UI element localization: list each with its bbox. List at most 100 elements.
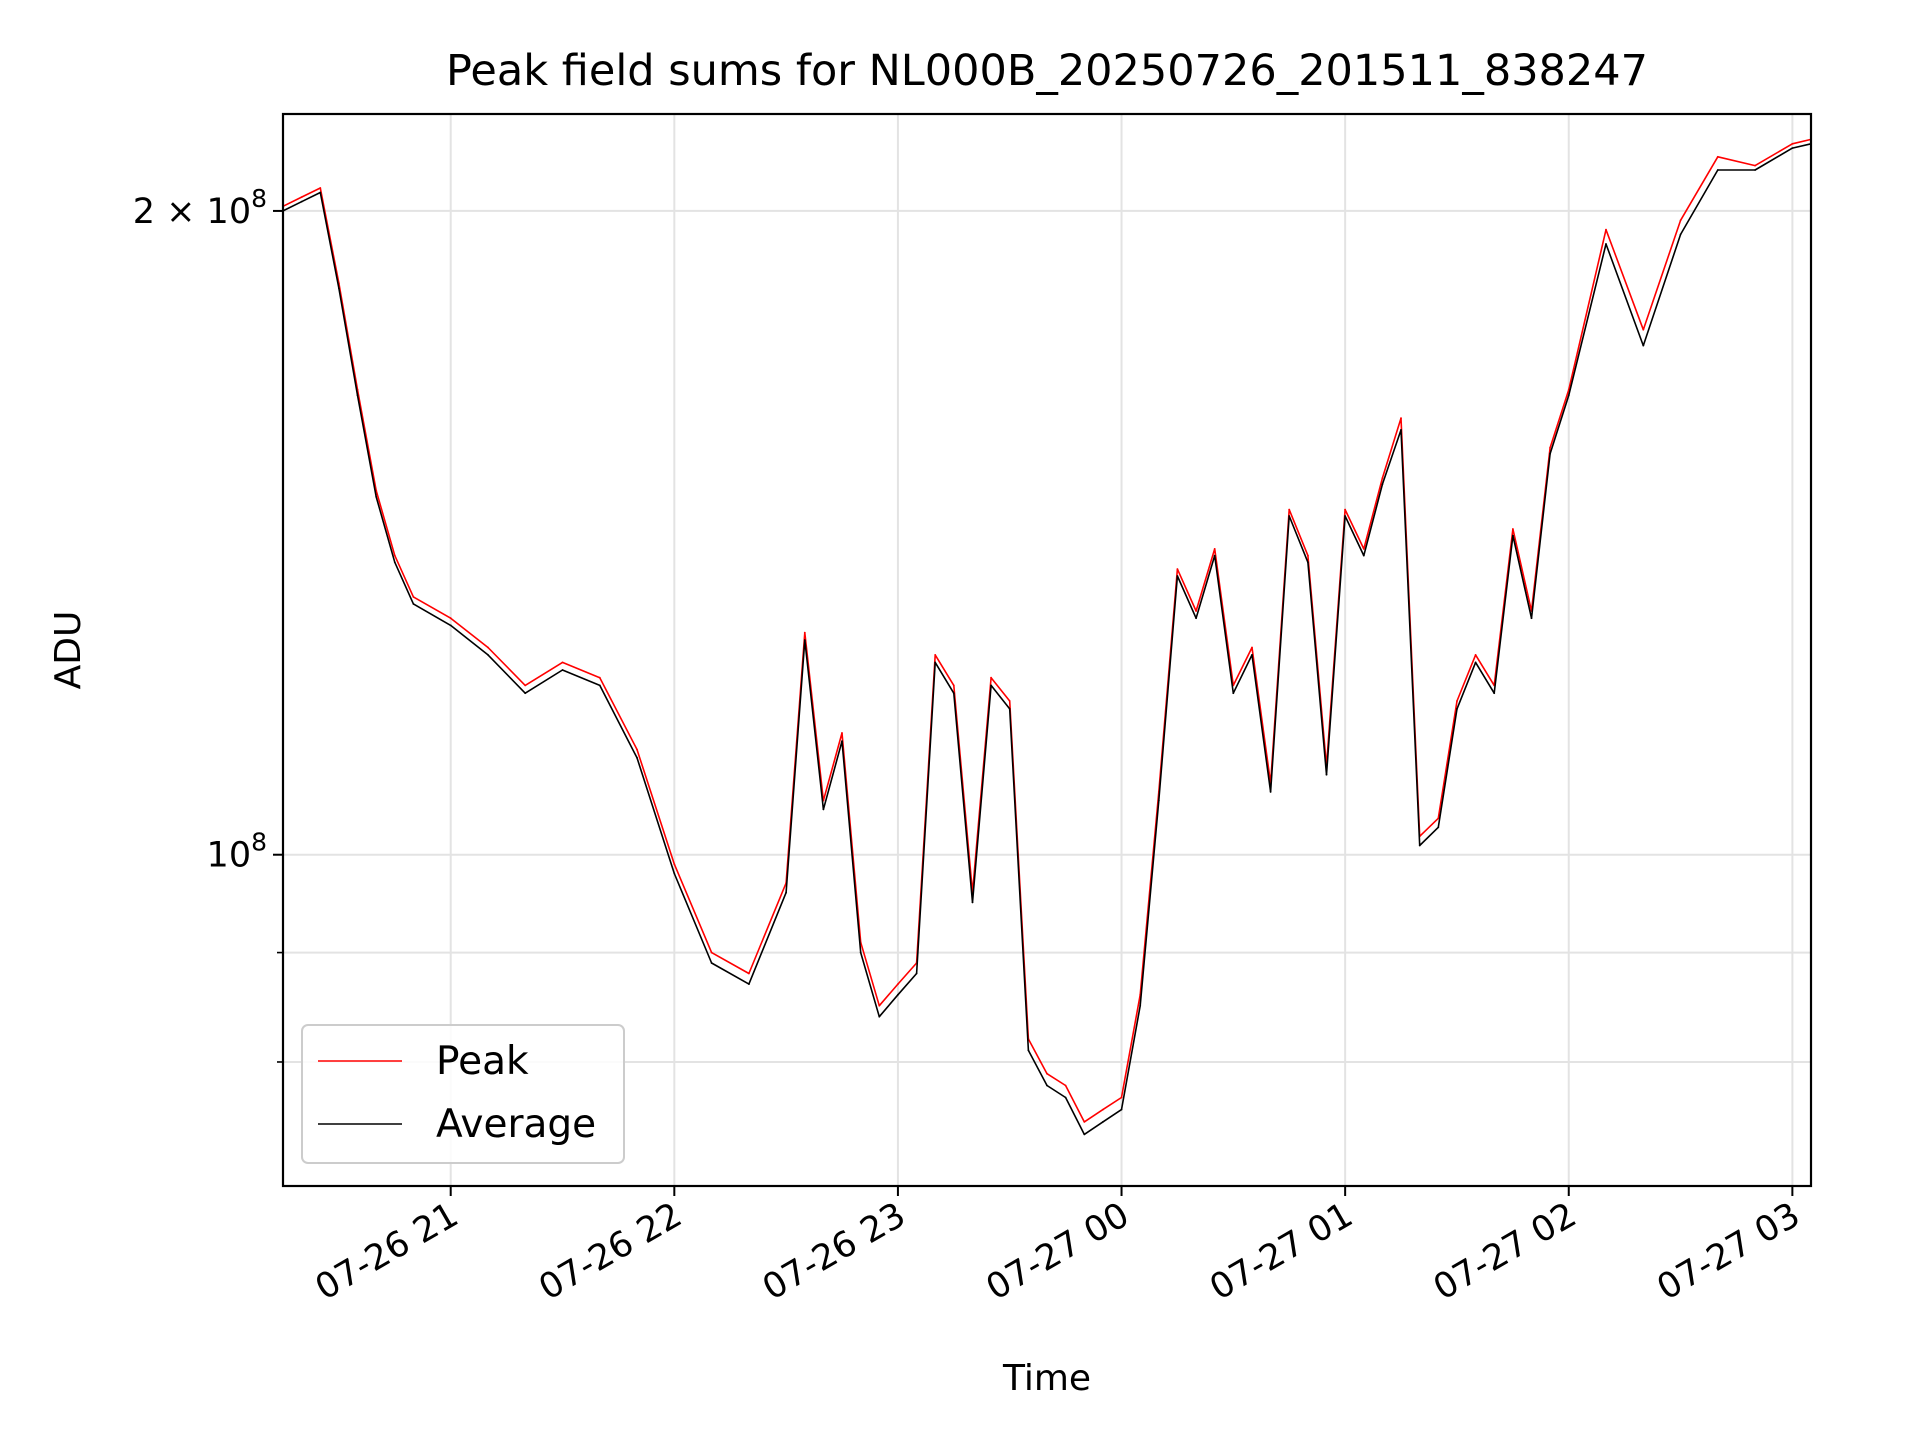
- data-point-peak: [1213, 548, 1216, 550]
- data-point-average: [1120, 1108, 1123, 1111]
- data-point-average: [1381, 483, 1384, 486]
- data-point-average: [561, 669, 564, 671]
- x-tick-label: 07-27 01: [1203, 1195, 1359, 1308]
- data-point-peak: [1120, 1096, 1123, 1099]
- x-axis-label: Time: [1002, 1358, 1091, 1399]
- data-point-average: [1139, 1004, 1142, 1007]
- data-point-peak: [319, 187, 322, 189]
- data-point-average: [1456, 708, 1458, 710]
- data-point-peak: [1008, 700, 1011, 702]
- plot-frame: [281, 112, 1813, 1188]
- data-point-average: [1400, 429, 1402, 431]
- data-point-peak: [524, 684, 527, 687]
- y-axis-label: ADU: [48, 611, 89, 690]
- data-point-peak: [1679, 219, 1682, 222]
- data-point-average: [673, 872, 676, 875]
- data-point-average: [1512, 534, 1514, 537]
- data-point-peak: [1512, 528, 1514, 530]
- data-point-average: [1269, 791, 1272, 793]
- data-point-average: [356, 394, 359, 397]
- data-point-average: [1102, 1121, 1104, 1123]
- data-point-average: [1437, 826, 1440, 829]
- data-point-average: [300, 200, 303, 203]
- legend-label-average: Average: [436, 1102, 596, 1147]
- data-point-peak: [878, 1004, 881, 1007]
- data-point-average: [338, 287, 340, 290]
- data-point-average: [710, 962, 713, 964]
- data-point-average: [1046, 1084, 1048, 1087]
- data-point-average: [524, 692, 527, 695]
- data-point-average: [934, 661, 937, 664]
- data-point-average: [636, 756, 638, 759]
- data-point-peak: [803, 631, 806, 634]
- data-point-average: [748, 983, 750, 985]
- data-point-average: [449, 624, 452, 627]
- data-point-average: [1307, 561, 1309, 564]
- data-point-average: [1567, 394, 1570, 397]
- data-point-average: [1549, 452, 1551, 455]
- legend: Peak Average: [301, 1024, 625, 1164]
- legend-label-peak: Peak: [436, 1039, 529, 1084]
- data-point-average: [878, 1015, 881, 1018]
- data-point-average: [990, 684, 992, 687]
- data-point-average: [1195, 617, 1197, 620]
- data-point-average: [1232, 692, 1235, 695]
- series-line-peak: [282, 138, 1812, 1123]
- data-point-average: [1418, 844, 1421, 847]
- data-point-peak: [1307, 554, 1309, 557]
- x-tick-label: 07-27 00: [980, 1195, 1136, 1308]
- data-point-average: [375, 496, 378, 498]
- data-point-average: [1642, 344, 1645, 347]
- data-point-average: [1679, 233, 1682, 236]
- data-point-average: [785, 891, 787, 894]
- x-tick-label: 07-27 02: [1427, 1195, 1583, 1308]
- data-point-average: [1362, 554, 1365, 557]
- data-point-peak: [1791, 142, 1794, 145]
- data-point-peak: [934, 654, 937, 656]
- data-point-peak: [841, 732, 843, 734]
- data-point-peak: [1344, 508, 1346, 511]
- data-point-peak: [1642, 328, 1645, 331]
- data-point-average: [1754, 169, 1756, 171]
- data-point-average: [915, 972, 918, 975]
- data-point-peak: [1362, 548, 1365, 550]
- data-point-peak: [1083, 1121, 1086, 1123]
- y-tick-label: 108: [207, 828, 267, 876]
- data-point-average: [1325, 773, 1328, 776]
- data-point-peak: [1176, 568, 1179, 570]
- data-point-average: [1027, 1049, 1030, 1052]
- x-tick-label: 07-26 21: [309, 1195, 465, 1308]
- data-point-peak: [1754, 164, 1756, 167]
- data-point-peak: [1716, 155, 1719, 158]
- data-point-average: [319, 191, 322, 194]
- data-point-peak: [897, 983, 899, 985]
- data-point-average: [1344, 515, 1346, 517]
- data-point-average: [1064, 1096, 1067, 1099]
- data-point-average: [1083, 1133, 1086, 1136]
- data-point-average: [1791, 147, 1794, 150]
- data-point-peak: [393, 554, 396, 557]
- data-point-peak: [300, 196, 303, 199]
- data-point-peak: [1064, 1084, 1067, 1087]
- x-tick-label: 07-26 22: [533, 1195, 689, 1308]
- data-point-average: [1176, 575, 1179, 577]
- data-point-peak: [952, 684, 955, 687]
- data-point-peak: [1456, 700, 1458, 702]
- data-point-average: [971, 901, 974, 904]
- data-point-average: [822, 808, 825, 811]
- data-point-peak: [1288, 508, 1291, 511]
- grid-lines: [283, 114, 1811, 1186]
- data-point-peak: [1195, 610, 1197, 612]
- series-line-average: [282, 143, 1812, 1136]
- data-point-peak: [598, 676, 601, 679]
- data-point-average: [841, 740, 843, 743]
- y-tick-label: 2 × 108: [133, 184, 267, 232]
- data-point-average: [1474, 661, 1477, 664]
- data-point-average: [952, 692, 955, 695]
- data-point-average: [487, 654, 489, 656]
- data-point-average: [1605, 243, 1607, 245]
- data-point-average: [1251, 654, 1253, 656]
- data-point-peak: [487, 646, 489, 649]
- legend-box: [301, 1024, 625, 1164]
